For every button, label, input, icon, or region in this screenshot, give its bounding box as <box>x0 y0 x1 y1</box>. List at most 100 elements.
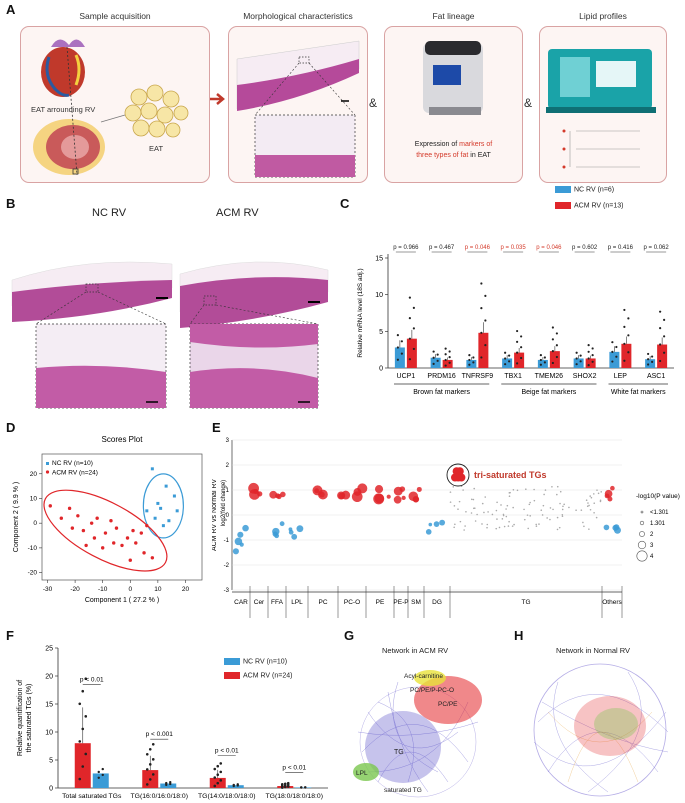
lipid-profiles-card: Lipid profiles <box>539 11 667 183</box>
panel-h-label: H <box>514 628 524 643</box>
c-dot-acm <box>516 351 519 354</box>
e-y-axis-label: ACM RV vs Normal RV <box>212 479 218 551</box>
c-dot-nc <box>504 351 507 354</box>
d-point-nc <box>150 467 154 471</box>
c-dot-nc <box>396 346 399 349</box>
e-point-ns <box>481 502 484 505</box>
e-point-down <box>237 531 244 538</box>
e-point-ns <box>526 514 529 516</box>
e-point-up <box>351 491 363 503</box>
f-dot-acm <box>219 770 223 774</box>
c-dot-nc <box>579 360 582 363</box>
e-point-ns <box>495 509 498 512</box>
e-point-ns <box>559 490 562 493</box>
c-dot-acm <box>555 344 558 347</box>
d-point-nc <box>167 519 171 523</box>
expr-markers: markers of <box>459 141 493 148</box>
e-point-ns <box>496 501 498 504</box>
d-point-acm <box>131 528 135 533</box>
f-dot-acm <box>78 740 82 743</box>
c-bar-nc <box>502 358 513 368</box>
d-point-acm <box>84 543 88 548</box>
c-dot-acm <box>444 364 447 367</box>
e-legend-size-marker <box>639 531 645 537</box>
e-point-ns <box>568 506 570 509</box>
f-dot-nc <box>165 781 168 785</box>
e-point-up <box>374 485 384 494</box>
fat-lineage-card: Fat lineage Expression of markers of thr… <box>384 11 523 183</box>
mrna-bar-chart: 0 5 10 15 Relative mRNA level (18S adj.) UCP1… <box>357 245 674 396</box>
e-point-ns <box>535 525 538 527</box>
f-category-label: Total saturated TGs <box>62 793 122 800</box>
d-point-acm <box>145 523 149 528</box>
e-point-ns <box>585 499 588 502</box>
d-point-acm <box>81 528 86 533</box>
c-dot-acm <box>408 337 411 340</box>
c-dot-nc <box>647 363 650 366</box>
e-point-tri-saturated <box>457 473 466 482</box>
d-y-tick-label: 10 <box>30 495 38 502</box>
e-point-ns <box>544 489 547 491</box>
e-point-ns <box>458 500 461 503</box>
f-dot-acm <box>151 758 155 761</box>
e-point-ns <box>590 496 593 499</box>
f-dot-acm <box>283 782 287 786</box>
e-point-down <box>603 524 610 531</box>
c-dot-nc <box>611 350 614 353</box>
e-point-up <box>386 494 391 499</box>
e-point-ns <box>472 498 475 501</box>
f-category-label: TG(18:0/18:0/18:0) <box>266 793 323 800</box>
f-dot-acm <box>213 784 217 788</box>
c-legend-acm: ACM RV (n=13) <box>555 202 623 209</box>
network-normal-graph <box>533 663 669 797</box>
e-legend-size-label: 1.301 <box>650 521 666 527</box>
c-dot-nc <box>436 353 439 356</box>
e-point-up <box>401 495 406 501</box>
e-point-ns <box>476 513 478 516</box>
e-legend-size-marker <box>637 540 647 550</box>
f-dot-nc <box>101 767 104 771</box>
c-dot-acm <box>659 359 662 363</box>
e-y-tick-label: 0 <box>226 513 230 519</box>
e-category-label: SM <box>411 599 421 606</box>
arrow-right-icon <box>210 93 225 105</box>
e-y-tick-label: 2 <box>226 463 230 469</box>
d-point-acm <box>48 504 52 508</box>
e-point-ns <box>500 504 502 506</box>
c-dot-acm <box>408 296 411 299</box>
c-dot-acm <box>659 327 662 330</box>
f-dot-acm <box>280 783 284 786</box>
d-point-acm <box>100 546 105 550</box>
c-pvalue: p = 0.035 <box>501 245 527 251</box>
c-dot-acm <box>663 351 666 354</box>
f-y-axis-label: Relative quantification of <box>17 680 24 756</box>
c-y-axis-label: Relative mRNA level (18S adj.) <box>357 268 364 357</box>
d-point-acm <box>89 521 94 525</box>
d-point-acm <box>142 551 146 555</box>
e-point-ns <box>589 508 592 511</box>
e-point-ns <box>562 505 564 508</box>
e-point-up <box>607 496 613 502</box>
c-dot-acm <box>444 353 447 356</box>
e-point-ns <box>549 507 552 509</box>
f-y-tick-label: 25 <box>45 646 53 653</box>
e-category-label: Cer <box>254 599 265 606</box>
c-dot-nc <box>539 353 542 357</box>
e-point-ns <box>593 511 595 514</box>
f-dot-acm <box>213 767 217 771</box>
c-bar-nc <box>573 358 584 368</box>
e-point-ns <box>533 488 535 491</box>
d-point-acm <box>120 543 124 548</box>
network-acm-graph: Acyl-carnitine PC/PE/P-PC-O PC/PE TG LPL… <box>353 670 482 798</box>
c-dot-nc <box>432 362 435 365</box>
c-category-label: TBX1 <box>504 373 522 380</box>
c-dot-nc <box>504 363 507 366</box>
e-point-ns <box>586 505 589 508</box>
e-point-ns <box>508 520 510 523</box>
e-category-label: CAR <box>234 599 248 606</box>
c-dot-nc <box>508 360 511 363</box>
f-pvalue: p < 0.01 <box>80 676 104 683</box>
e-point-ns <box>595 516 598 519</box>
e-point-ns <box>587 502 589 504</box>
e-point-up <box>280 491 286 498</box>
